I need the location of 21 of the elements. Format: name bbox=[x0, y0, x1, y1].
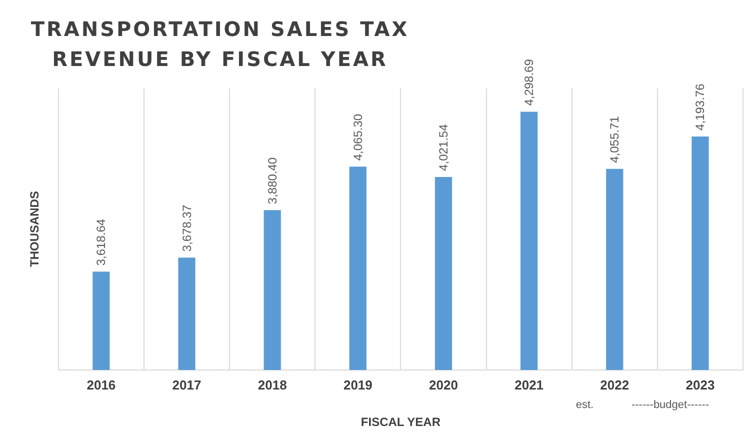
data-label: 3,678.37 bbox=[180, 204, 194, 252]
x-tick-label: 2016 bbox=[86, 377, 116, 392]
text: ------budget------ bbox=[631, 399, 710, 411]
data-label: 3,880.40 bbox=[265, 157, 280, 204]
data-label: 4,298.69 bbox=[522, 58, 536, 106]
x-axis-title: FISCAL YEAR bbox=[360, 415, 441, 430]
x-tick-label: 2017 bbox=[172, 377, 202, 392]
x-tick-label: 2019 bbox=[343, 377, 372, 392]
x-tick-label: 2020 bbox=[429, 377, 458, 392]
data-label: 4,021.54 bbox=[436, 124, 450, 171]
x-tick-label: 2018 bbox=[258, 377, 287, 392]
x-tick-label: 2022 bbox=[600, 377, 630, 392]
data-label: 4,055.71 bbox=[608, 116, 622, 163]
data-label: 3,618.64 bbox=[94, 218, 108, 266]
data-label: 4,193.76 bbox=[693, 83, 708, 130]
text: est. bbox=[576, 399, 594, 411]
y-axis-title: THOUSANDS bbox=[28, 190, 42, 268]
x-tick-label: 2021 bbox=[514, 377, 544, 392]
data-label: 4,065.30 bbox=[350, 114, 365, 161]
chart-title: TRANSPORTATION SALES TAX REVENUE BY FISCAL YEAR bbox=[30, 16, 410, 73]
x-tick-label: 2023 bbox=[686, 377, 715, 392]
